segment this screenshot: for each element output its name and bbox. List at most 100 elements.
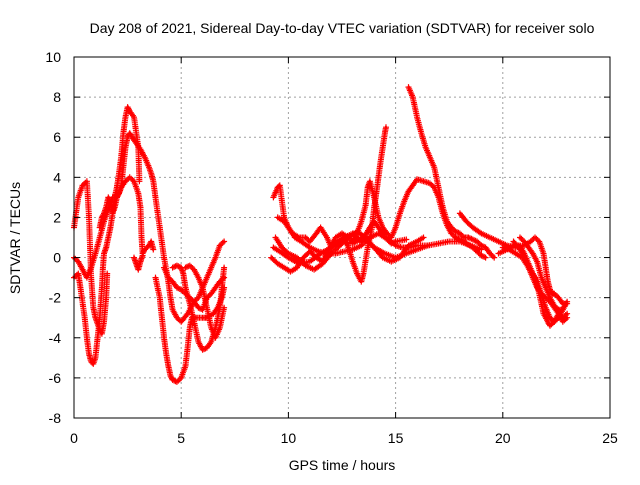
data-point [400,246,404,249]
data-point [188,326,191,329]
data-point [169,296,172,299]
data-point [100,216,104,219]
data-point [128,176,131,179]
data-point [370,226,374,229]
data-point [450,226,453,229]
data-point [205,346,209,349]
data-point [282,266,286,269]
data-point [546,320,549,323]
data-point [553,292,556,295]
data-point [415,240,419,243]
data-point [100,286,104,289]
data-point [102,320,106,323]
data-point [140,236,143,239]
data-point [527,266,530,269]
data-point [90,360,93,363]
data-point [295,266,299,269]
data-point [484,256,487,259]
x-tick-label: 10 [281,430,297,446]
data-point [415,116,419,119]
data-point [274,236,277,239]
data-point [342,250,346,253]
data-point [139,206,142,209]
data-point [152,248,155,251]
data-point [171,280,174,283]
data-point [411,184,414,187]
data-point [411,95,414,99]
data-point [351,248,354,251]
data-point [518,236,522,239]
data-point [471,246,474,249]
data-point [514,252,517,255]
series-s17 [456,210,571,307]
data-point [109,226,112,229]
data-point [304,236,307,239]
data-point [415,248,419,251]
data-point [471,226,474,229]
data-point [182,272,185,275]
data-point [278,250,281,253]
data-point [188,264,191,267]
data-point [407,190,410,193]
data-point [100,332,104,335]
data-point [77,272,80,275]
data-point [184,286,187,289]
data-point [315,232,318,235]
data-point [105,296,108,299]
data-point [222,306,226,309]
data-point [138,180,141,183]
data-point [154,276,157,279]
data-point [437,186,440,189]
data-point [282,220,286,223]
y-tick-label: -4 [49,330,62,346]
series-s6 [152,274,228,385]
data-point [162,256,166,259]
data-point [180,376,183,380]
data-point [360,244,363,247]
data-point [488,236,492,239]
data-point [347,236,350,239]
data-point [437,242,440,245]
data-point [373,246,376,249]
data-point [212,312,215,315]
data-point [280,246,284,249]
x-tick-label: 0 [70,430,78,446]
data-point [272,196,275,199]
data-point [377,226,380,229]
data-point [561,308,564,311]
data-point [109,200,112,203]
data-point [165,352,168,355]
data-point [405,238,408,241]
data-point [98,226,101,229]
data-point [424,146,427,149]
data-point [334,236,337,239]
data-point [362,272,365,275]
data-point [394,226,397,229]
data-point [124,146,127,149]
data-point [197,306,200,309]
data-point [210,292,213,295]
data-point [139,148,142,151]
data-point [501,246,504,249]
x-tick-label: 20 [495,430,511,446]
data-point [302,256,305,259]
data-point [383,132,387,135]
data-point [205,276,209,279]
data-point [175,316,179,319]
data-point [458,212,462,215]
plot-frame [73,56,611,419]
data-point [135,262,138,265]
data-point [565,300,569,303]
data-point [137,268,140,271]
data-point [201,316,204,319]
data-point [124,116,127,119]
data-point [113,206,116,209]
data-point [381,146,384,149]
data-point [150,240,153,243]
x-tick-label: 5 [177,430,185,446]
data-point [366,186,369,189]
data-point [94,252,97,255]
data-point [115,196,119,199]
data-point [548,316,552,319]
data-point [398,256,402,259]
